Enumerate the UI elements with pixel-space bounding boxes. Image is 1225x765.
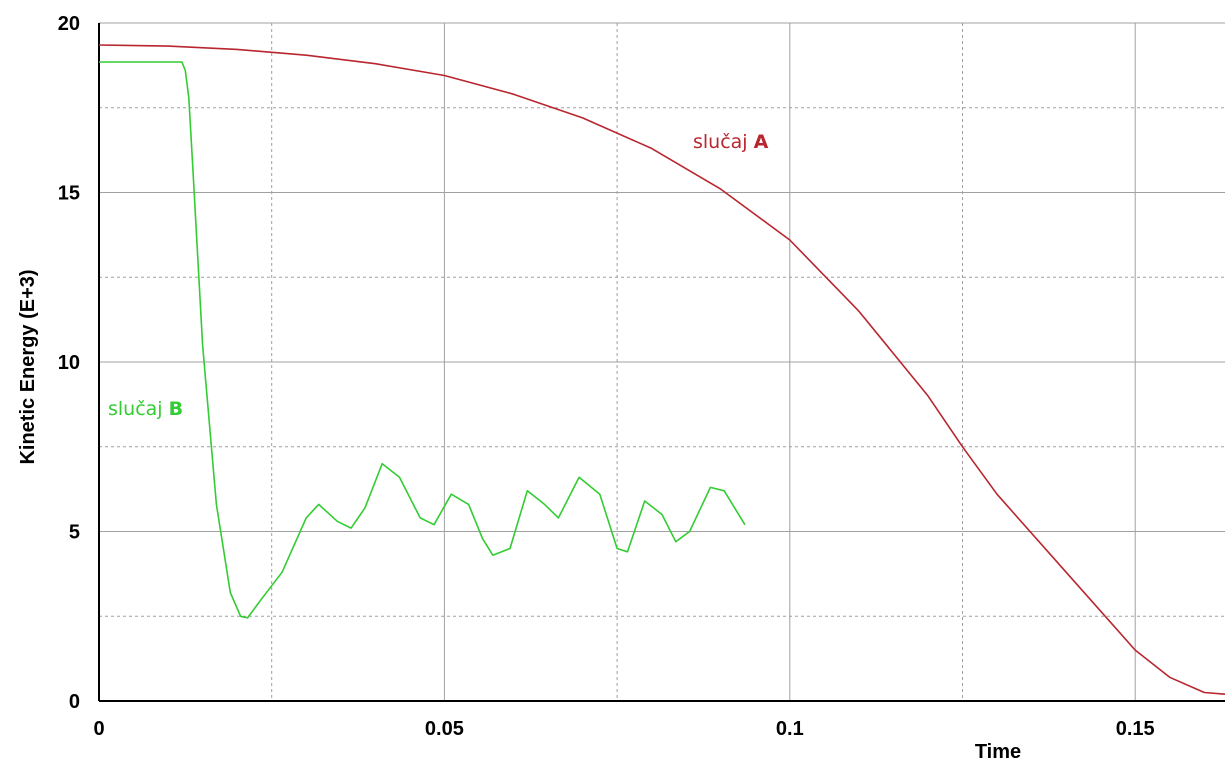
series-a-label: slučaj A [693,131,769,153]
series-b-label: slučaj B [108,398,183,420]
x-axis-title: Time [975,741,1021,763]
x-tick-label: 0.05 [425,718,464,740]
y-tick-label: 10 [58,352,80,374]
x-tick-label: 0.1 [776,718,804,740]
series-b-label-prefix: slučaj [108,398,169,420]
y-tick-label: 0 [69,691,80,713]
axes [98,23,1225,702]
series-layer [98,44,1225,695]
plot-area [98,22,1225,702]
x-tick-label: 0.15 [1116,718,1155,740]
series-a-label-prefix: slučaj [693,131,754,153]
series-b-label-letter: B [169,398,183,420]
y-axis-title: Kinetic Energy (E+3) [17,269,39,464]
x-tick-labels: 0 0.05 0.1 0.15 [93,718,1154,740]
series-b-line [99,61,746,619]
y-tick-label: 5 [69,522,80,544]
y-tick-labels: 0 5 10 15 20 [58,13,80,713]
grid-lines [99,22,1225,701]
x-tick-label: 0 [93,718,104,740]
y-tick-label: 20 [58,13,80,35]
y-tick-label: 15 [58,183,80,205]
series-a-line [98,44,1225,695]
series-a-label-letter: A [754,131,769,153]
